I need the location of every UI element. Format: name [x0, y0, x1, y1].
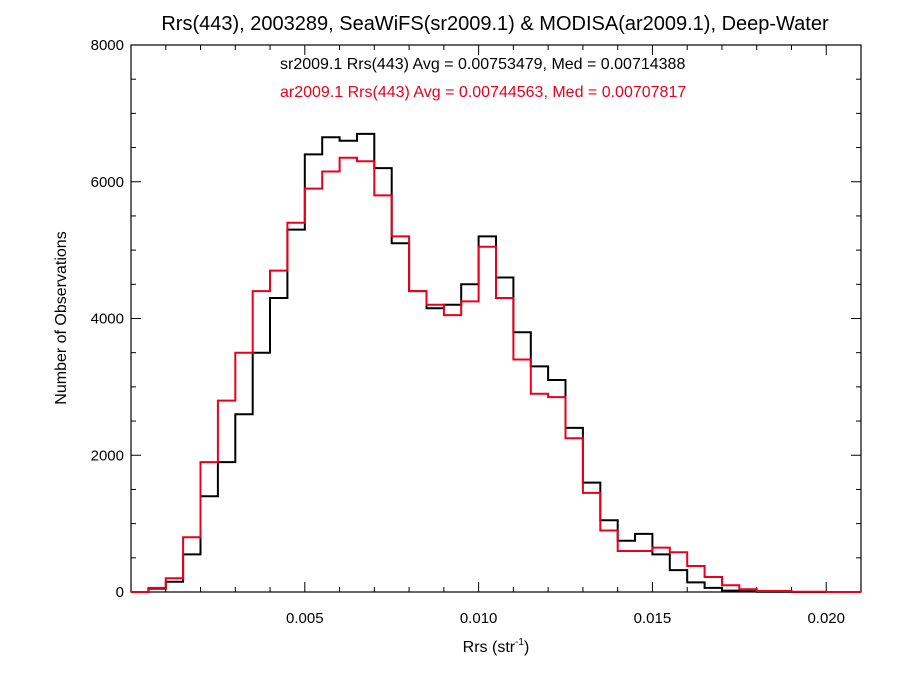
- axis-ticks: [130, 44, 862, 593]
- x-tick-label: 0.020: [807, 610, 845, 627]
- y-tick-label: 6000: [91, 174, 124, 191]
- x-axis-label: Rrs (str-1): [463, 637, 530, 656]
- x-tick-label: 0.015: [634, 610, 672, 627]
- plot-frame: [130, 44, 862, 593]
- x-axis-label-superscript: -1: [515, 637, 524, 648]
- x-axis-label-suffix: ): [524, 639, 529, 656]
- x-tick-label: 0.010: [460, 610, 498, 627]
- y-axis-label: Number of Observations: [53, 231, 70, 404]
- y-tick-label: 8000: [91, 37, 124, 54]
- y-tick-label: 2000: [91, 447, 124, 464]
- series-line-sr2009: [131, 132, 861, 593]
- axis-tick-labels: 0.005 0.010 0.015 0.020 0 2000 4000 6000 8000: [91, 37, 845, 627]
- x-axis-label-main: Rrs (str: [463, 639, 516, 656]
- x-tick-label: 0.005: [286, 610, 324, 627]
- y-tick-label: 4000: [91, 311, 124, 328]
- y-tick-label: 0: [116, 584, 124, 601]
- annotation-sr2009: sr2009.1 Rrs(443) Avg = 0.00753479, Med …: [280, 56, 685, 73]
- series-line-ar2009: [131, 156, 861, 593]
- series-group: [131, 132, 861, 593]
- chart-title: Rrs(443), 2003289, SeaWiFS(sr2009.1) & M…: [161, 13, 829, 35]
- annotation-ar2009: ar2009.1 Rrs(443) Avg = 0.00744563, Med …: [280, 84, 686, 101]
